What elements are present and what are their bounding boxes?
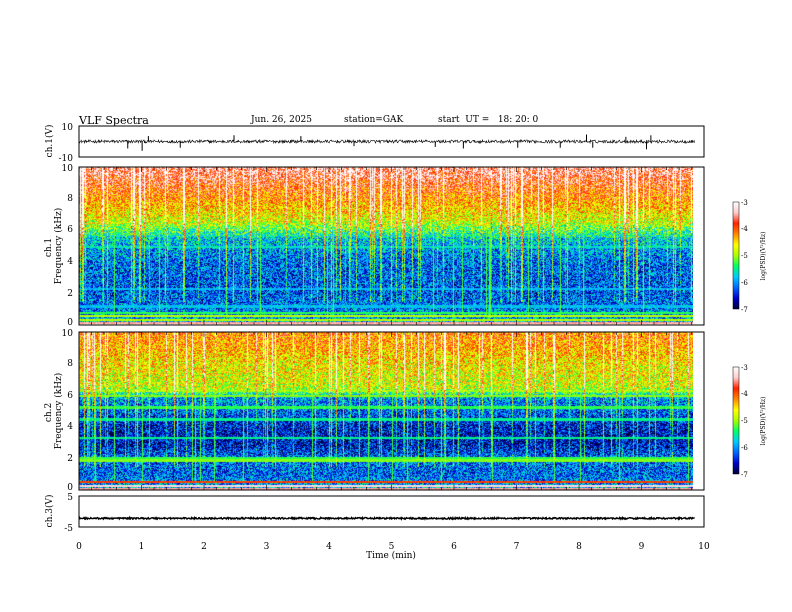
time-tick-3: 3 bbox=[264, 542, 270, 552]
ch1-freq-tick-2: 2 bbox=[67, 289, 73, 299]
ch2-cb-tick-5: -5 bbox=[741, 417, 748, 425]
ch1-ylabel-line2: Frequency (kHz) bbox=[53, 208, 64, 285]
time-axis-label: Time (min) bbox=[366, 550, 416, 561]
ch2-freq-tick-6: 6 bbox=[67, 391, 73, 401]
ch2-cb-tick-7: -7 bbox=[741, 471, 748, 479]
time-tick-8: 8 bbox=[576, 542, 582, 552]
ch3-voltage-panel: 5 -5 ch.3(V) bbox=[44, 493, 705, 534]
time-tick-1: 1 bbox=[139, 542, 145, 552]
ch1-colorbar-label: log(PSD)(V²/Hz) bbox=[760, 232, 767, 281]
ch1-voltage-trace bbox=[79, 138, 695, 145]
ch2-freq-tick-4: 4 bbox=[67, 422, 73, 432]
ch3-ytick-top: 5 bbox=[67, 493, 73, 503]
time-tick-0: 0 bbox=[76, 542, 82, 552]
ch2-freq-tick-8: 8 bbox=[67, 359, 73, 369]
ch1-cb-tick-3: -3 bbox=[741, 199, 748, 207]
ch1-freq-tick-8: 8 bbox=[67, 194, 73, 204]
ch3-ytick-bottom: -5 bbox=[64, 524, 73, 534]
station-label: station=GAK bbox=[344, 115, 404, 125]
ch1-frequency-ylabel: ch.1 Frequency (kHz) bbox=[44, 208, 64, 285]
ch1-freq-tick-0: 0 bbox=[67, 318, 73, 328]
ch1-freq-tick-6: 6 bbox=[67, 225, 73, 235]
ch1-voltage-ylabel: ch.1(V) bbox=[44, 125, 55, 158]
ch2-colorbar-label: log(PSD)(V²/Hz) bbox=[760, 397, 767, 446]
ch3-voltage-frame bbox=[78, 495, 705, 528]
ch1-freq-tick-4: 4 bbox=[67, 257, 73, 267]
ch1-ytick-top: 10 bbox=[62, 123, 74, 133]
ch3-voltage-ylabel: ch.3(V) bbox=[44, 495, 55, 528]
time-tick-6: 6 bbox=[451, 542, 457, 552]
time-tick-10: 10 bbox=[698, 542, 710, 552]
ch1-freq-tick-10: 10 bbox=[62, 164, 74, 174]
time-tick-5: 5 bbox=[389, 542, 395, 552]
start-time-label: start UT = 18: 20: 0 bbox=[438, 115, 539, 125]
date-label: Jun. 26, 2025 bbox=[251, 115, 313, 125]
ch2-spectrogram-panel: 0 2 4 6 8 10 ch.2 Frequency (kHz) -3 -4 … bbox=[44, 329, 767, 493]
time-tick-2: 2 bbox=[201, 542, 207, 552]
ch2-frequency-ylabel: ch.2 Frequency (kHz) bbox=[44, 373, 64, 450]
ch2-ylabel-line2: Frequency (kHz) bbox=[53, 373, 64, 450]
ch1-ylabel-line1: ch.1 bbox=[44, 238, 54, 257]
time-tick-4: 4 bbox=[326, 542, 332, 552]
ch2-freq-tick-10: 10 bbox=[62, 329, 74, 339]
ch2-colorbar bbox=[732, 366, 740, 475]
ch1-cb-tick-5: -5 bbox=[741, 252, 748, 260]
ch2-freq-tick-2: 2 bbox=[67, 454, 73, 464]
time-tick-7: 7 bbox=[514, 542, 520, 552]
figure-title: VLF Spectra bbox=[79, 114, 149, 127]
ch2-cb-tick-4: -4 bbox=[741, 390, 748, 398]
ch1-spectrogram-ticks bbox=[78, 167, 705, 325]
ch1-spectrogram-image bbox=[79, 167, 693, 325]
ch1-cb-tick-6: -6 bbox=[741, 279, 748, 287]
time-axis-tick-labels: 0 1 2 3 4 5 6 7 8 9 10 bbox=[76, 542, 710, 552]
ch1-voltage-panel: 10 -10 ch.1(V) bbox=[44, 123, 705, 164]
ch2-freq-tick-0: 0 bbox=[67, 483, 73, 493]
ch2-cb-tick-3: -3 bbox=[741, 364, 748, 372]
ch1-ytick-bottom: -10 bbox=[59, 154, 74, 164]
ch1-voltage-spikes bbox=[127, 134, 652, 151]
ch1-cb-tick-7: -7 bbox=[741, 306, 748, 314]
ch2-spectrogram-image bbox=[79, 332, 693, 490]
ch2-ylabel-line1: ch.2 bbox=[44, 403, 54, 422]
ch2-cb-tick-6: -6 bbox=[741, 444, 748, 452]
ch2-spectrogram-ticks bbox=[78, 332, 705, 490]
ch1-spectrogram-panel: 0 2 4 6 8 10 ch.1 Frequency (kHz) -3 -4 … bbox=[44, 164, 767, 328]
time-tick-9: 9 bbox=[639, 542, 645, 552]
ch3-voltage-trace bbox=[78, 515, 695, 521]
ch1-cb-tick-4: -4 bbox=[741, 225, 748, 233]
ch1-colorbar bbox=[732, 201, 740, 310]
